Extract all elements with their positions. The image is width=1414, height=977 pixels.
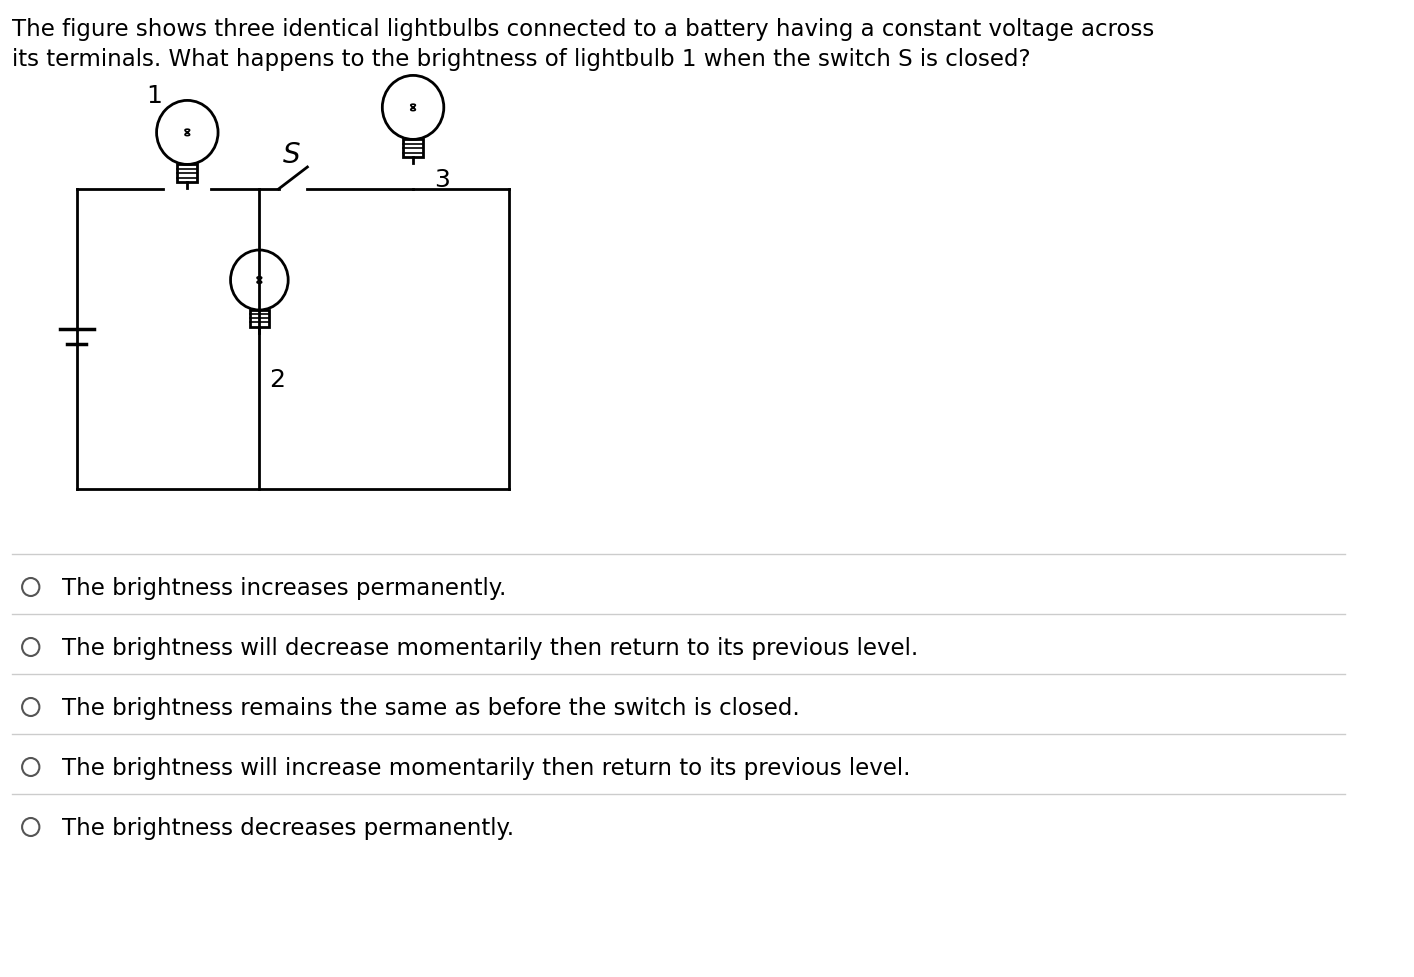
Text: The brightness increases permanently.: The brightness increases permanently. — [62, 575, 506, 599]
Text: 1: 1 — [146, 84, 161, 107]
Bar — [250, 311, 269, 327]
Text: The brightness decreases permanently.: The brightness decreases permanently. — [62, 816, 515, 838]
Text: The figure shows three identical lightbulbs connected to a battery having a cons: The figure shows three identical lightbu… — [11, 18, 1154, 41]
Text: $S$: $S$ — [281, 141, 300, 169]
Text: The brightness remains the same as before the switch is closed.: The brightness remains the same as befor… — [62, 696, 800, 719]
Text: The brightness will increase momentarily then return to its previous level.: The brightness will increase momentarily… — [62, 756, 911, 779]
Bar — [177, 165, 198, 183]
Text: 3: 3 — [434, 168, 450, 191]
Text: its terminals. What happens to the brightness of lightbulb 1 when the switch S i: its terminals. What happens to the brigh… — [11, 48, 1031, 71]
Text: 2: 2 — [269, 367, 284, 392]
Text: The brightness will decrease momentarily then return to its previous level.: The brightness will decrease momentarily… — [62, 636, 919, 658]
Bar — [403, 141, 423, 158]
